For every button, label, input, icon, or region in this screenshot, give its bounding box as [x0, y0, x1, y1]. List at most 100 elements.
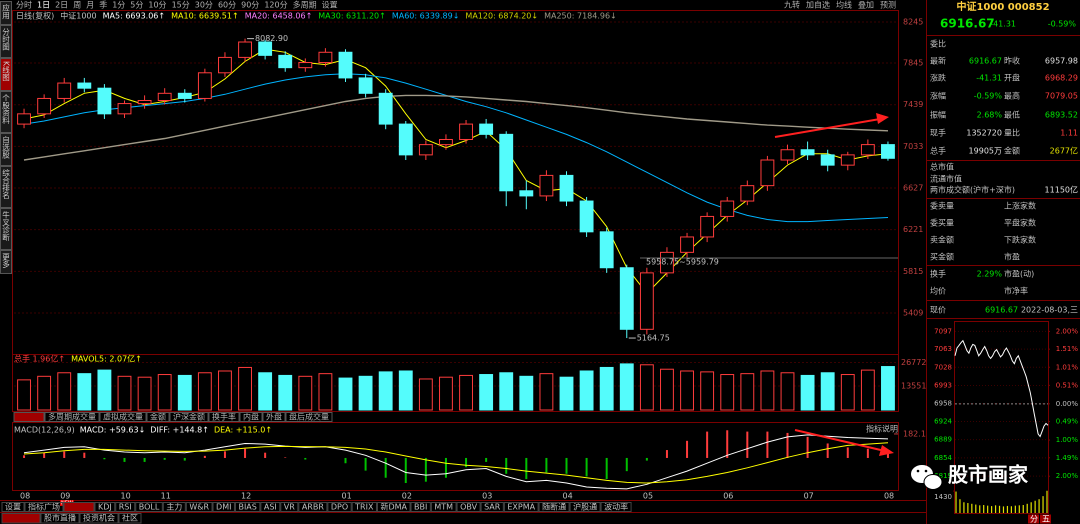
indicator-tab-box[interactable]	[351, 502, 377, 512]
volume-tab-box[interactable]	[44, 412, 100, 422]
period-tab-box[interactable]	[1040, 514, 1051, 524]
indicator-tab-box[interactable]	[234, 502, 261, 512]
toolbar-item[interactable]: 多周期	[293, 0, 317, 10]
indicator-tab[interactable]: 波动率	[604, 502, 628, 512]
volume-tab[interactable]: 虚拟成交量	[103, 412, 143, 422]
indicator-tab[interactable]: BOLL	[139, 503, 160, 512]
indicator-help[interactable]: 指标说明	[866, 424, 898, 434]
indicator-tab[interactable]: DPO	[331, 503, 348, 512]
indicator-tab-box[interactable]	[456, 502, 481, 512]
indicator-tab-box[interactable]	[376, 502, 411, 512]
indicator-tab-box[interactable]	[298, 502, 328, 512]
indicator-tab-box[interactable]	[162, 502, 186, 512]
volume-tab-box[interactable]	[239, 412, 263, 422]
bottom-tab[interactable]: 投资机会	[83, 513, 115, 523]
sidebar-tab-label[interactable]: 分时图	[1, 28, 10, 52]
volume-tab-box[interactable]	[99, 412, 147, 422]
volume-tab[interactable]: 外盘	[266, 412, 282, 422]
indicator-tab-box[interactable]	[569, 502, 601, 512]
indicator-tab[interactable]: ARBR	[302, 503, 325, 512]
sidebar-tab[interactable]	[0, 208, 12, 250]
period-tab[interactable]: 五	[1042, 515, 1050, 524]
indicator-tab-box[interactable]	[430, 502, 457, 512]
toolbar-item[interactable]: 5分	[130, 1, 143, 10]
bottom-tab-box[interactable]	[1, 513, 41, 524]
toolbar-item[interactable]: 月	[86, 1, 94, 10]
sidebar-tab[interactable]	[0, 58, 12, 91]
toolbar-item[interactable]: 九转	[784, 0, 800, 10]
toolbar-item[interactable]: 叠加	[858, 0, 874, 10]
sidebar-tab[interactable]	[0, 91, 12, 133]
indicator-tab-box[interactable]	[1, 502, 25, 512]
indicator-tab-box[interactable]	[212, 502, 235, 512]
sidebar-tab[interactable]	[0, 1, 12, 25]
volume-tab-box[interactable]	[208, 412, 240, 422]
volume-tab[interactable]: 多周期成交量	[48, 412, 96, 422]
indicator-tab-box[interactable]	[600, 502, 632, 512]
volume-tab[interactable]: 盘后成交量	[289, 412, 329, 422]
sidebar-tab[interactable]	[0, 25, 12, 58]
indicator-tab-box[interactable]	[115, 502, 136, 512]
toolbar-item[interactable]: 10分	[148, 1, 166, 10]
toolbar-item[interactable]: 1日	[37, 1, 50, 10]
period-tab[interactable]: 分	[1030, 515, 1038, 524]
indicator-tab[interactable]: W&R	[189, 503, 209, 512]
indicator-tab-box[interactable]	[410, 502, 431, 512]
bottom-tab-box[interactable]	[118, 513, 142, 524]
volume-tab-box[interactable]	[146, 412, 170, 422]
toolbar-item[interactable]: 设置	[322, 0, 338, 10]
indicator-tab[interactable]: KDJ	[98, 503, 112, 512]
indicator-tab-box[interactable]	[94, 502, 116, 512]
indicator-tab-box[interactable]	[135, 502, 163, 512]
indicator-tab[interactable]: 随断通	[542, 502, 566, 512]
toolbar-item[interactable]: 预测	[880, 0, 896, 10]
indicator-tab[interactable]: ASI	[264, 503, 277, 512]
toolbar-item[interactable]: 均线	[836, 0, 852, 10]
volume-tab-box[interactable]	[262, 412, 286, 422]
sidebar-tab-label[interactable]: 牛叉诊断	[1, 210, 10, 243]
indicator-tab-box[interactable]	[185, 502, 213, 512]
volume-tab[interactable]: 金额	[150, 412, 166, 422]
sidebar-tab-label[interactable]: 更多	[1, 253, 10, 269]
bottom-tab-box[interactable]	[40, 513, 80, 524]
toolbar-item[interactable]: 120分	[264, 1, 287, 10]
indicator-tab-box[interactable]	[63, 502, 95, 512]
period-tab-box[interactable]	[1028, 514, 1039, 524]
volume-tab[interactable]: 换手率	[212, 412, 236, 422]
indicator-tab[interactable]: 设置	[5, 502, 21, 512]
indicator-tab[interactable]: DMI	[216, 503, 231, 512]
sidebar-tab[interactable]	[0, 250, 12, 274]
indicator-tab[interactable]: RSI	[119, 503, 132, 512]
sidebar-tab-label[interactable]: 综合排名	[1, 168, 10, 201]
bottom-tab[interactable]: 股市直播	[44, 513, 76, 523]
volume-tab[interactable]: 内盘	[243, 412, 259, 422]
indicator-tab[interactable]: 主力	[166, 502, 182, 512]
volume-tab[interactable]: 沪深金额	[173, 412, 205, 422]
indicator-tab[interactable]: MTM	[434, 503, 453, 512]
indicator-tab[interactable]: BBI	[414, 503, 427, 512]
volume-tab-box[interactable]	[285, 412, 333, 422]
bottom-tab-box[interactable]	[79, 513, 119, 524]
toolbar-item[interactable]: 60分	[218, 1, 236, 10]
indicator-tab-box[interactable]	[327, 502, 352, 512]
indicator-tab[interactable]: SAR	[484, 503, 501, 512]
sidebar-tab[interactable]	[0, 166, 12, 208]
indicator-tab-box[interactable]	[480, 502, 504, 512]
sidebar-tab-label[interactable]: K线图	[1, 61, 10, 82]
indicator-tab[interactable]: VR	[284, 503, 295, 512]
toolbar-item[interactable]: 加自选	[806, 0, 830, 10]
indicator-tab[interactable]: TRIX	[354, 503, 374, 512]
indicator-tab[interactable]: EXPMA	[507, 503, 535, 512]
indicator-tab-box[interactable]	[280, 502, 299, 512]
volume-tab-box[interactable]	[13, 412, 45, 422]
toolbar-item[interactable]: 90分	[241, 1, 259, 10]
volume-tab-box[interactable]	[169, 412, 209, 422]
indicator-tab-box[interactable]	[503, 502, 539, 512]
sidebar-tab-label[interactable]: 自选股	[1, 135, 10, 160]
sidebar-tab-label[interactable]: 应用	[1, 3, 10, 21]
toolbar-item[interactable]: 30分	[195, 1, 213, 10]
toolbar-item[interactable]: 1分	[112, 1, 125, 10]
indicator-tab[interactable]: 指标广场	[28, 502, 60, 512]
indicator-tab-box[interactable]	[260, 502, 281, 512]
indicator-tab[interactable]: 沪股通	[573, 502, 597, 512]
